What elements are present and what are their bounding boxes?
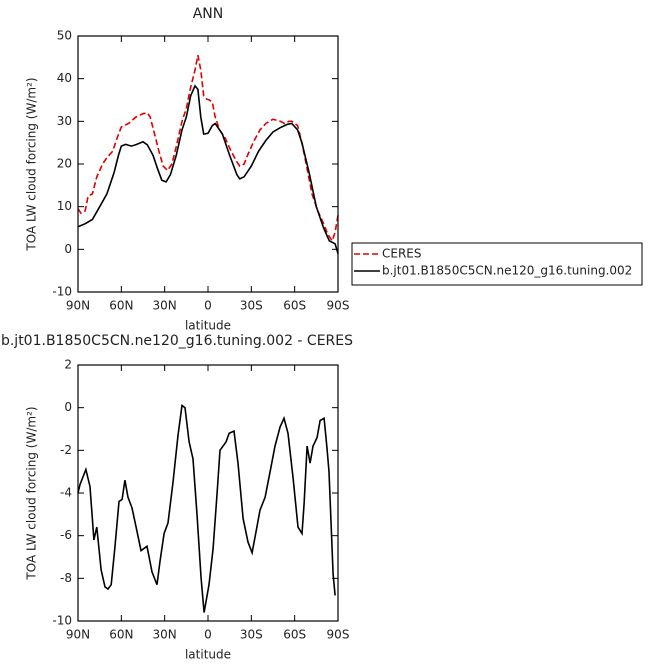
x-tick-label: 60N <box>109 628 133 642</box>
plot-frame <box>77 364 339 622</box>
x-tick-label: 90N <box>66 628 90 642</box>
x-tick-label: 30N <box>153 299 177 313</box>
y-tick-label: 0 <box>64 242 72 256</box>
x-tick-label: 90S <box>327 299 350 313</box>
x-tick-label: 60S <box>283 628 306 642</box>
x-tick-label: 30N <box>153 628 177 642</box>
x-axis-label: latitude <box>185 319 231 333</box>
legend-label: CERES <box>382 247 422 261</box>
legend-label: b.jt01.B1850C5CN.ne120_g16.tuning.002 <box>382 264 632 278</box>
x-tick-label: 60S <box>283 299 306 313</box>
y-axis-label: TOA LW cloud forcing (W/m²) <box>25 406 39 580</box>
chart-title: ANN <box>193 6 224 22</box>
x-tick-label: 0 <box>204 628 212 642</box>
y-tick-label: 30 <box>57 114 72 128</box>
y-tick-label: -10 <box>52 285 72 299</box>
y-axis-label: TOA LW cloud forcing (W/m²) <box>25 77 39 251</box>
y-tick-label: -8 <box>60 571 72 585</box>
y-tick-label: 0 <box>64 400 72 414</box>
x-tick-label: 30S <box>240 628 263 642</box>
y-tick-label: -10 <box>52 614 72 628</box>
y-tick-label: 2 <box>64 358 72 372</box>
y-tick-label: -2 <box>60 443 72 457</box>
data-line <box>77 55 339 243</box>
x-tick-label: 90S <box>327 628 350 642</box>
y-tick-label: 20 <box>57 157 72 171</box>
legend-box <box>351 242 643 286</box>
x-tick-label: 90N <box>66 299 90 313</box>
y-tick-label: 40 <box>57 71 72 85</box>
y-tick-label: -6 <box>60 528 72 542</box>
y-tick-label: 10 <box>57 199 72 213</box>
y-tick-label: -4 <box>60 486 72 500</box>
x-tick-label: 60N <box>109 299 133 313</box>
x-tick-label: 0 <box>204 299 212 313</box>
x-axis-label: latitude <box>185 648 231 662</box>
plot-frame <box>77 35 339 293</box>
data-line <box>77 84 339 254</box>
chart-title: b.jt01.B1850C5CN.ne120_g16.tuning.002 - … <box>1 333 353 349</box>
x-tick-label: 30S <box>240 299 263 313</box>
y-tick-label: 50 <box>57 29 72 43</box>
data-line <box>77 404 336 613</box>
